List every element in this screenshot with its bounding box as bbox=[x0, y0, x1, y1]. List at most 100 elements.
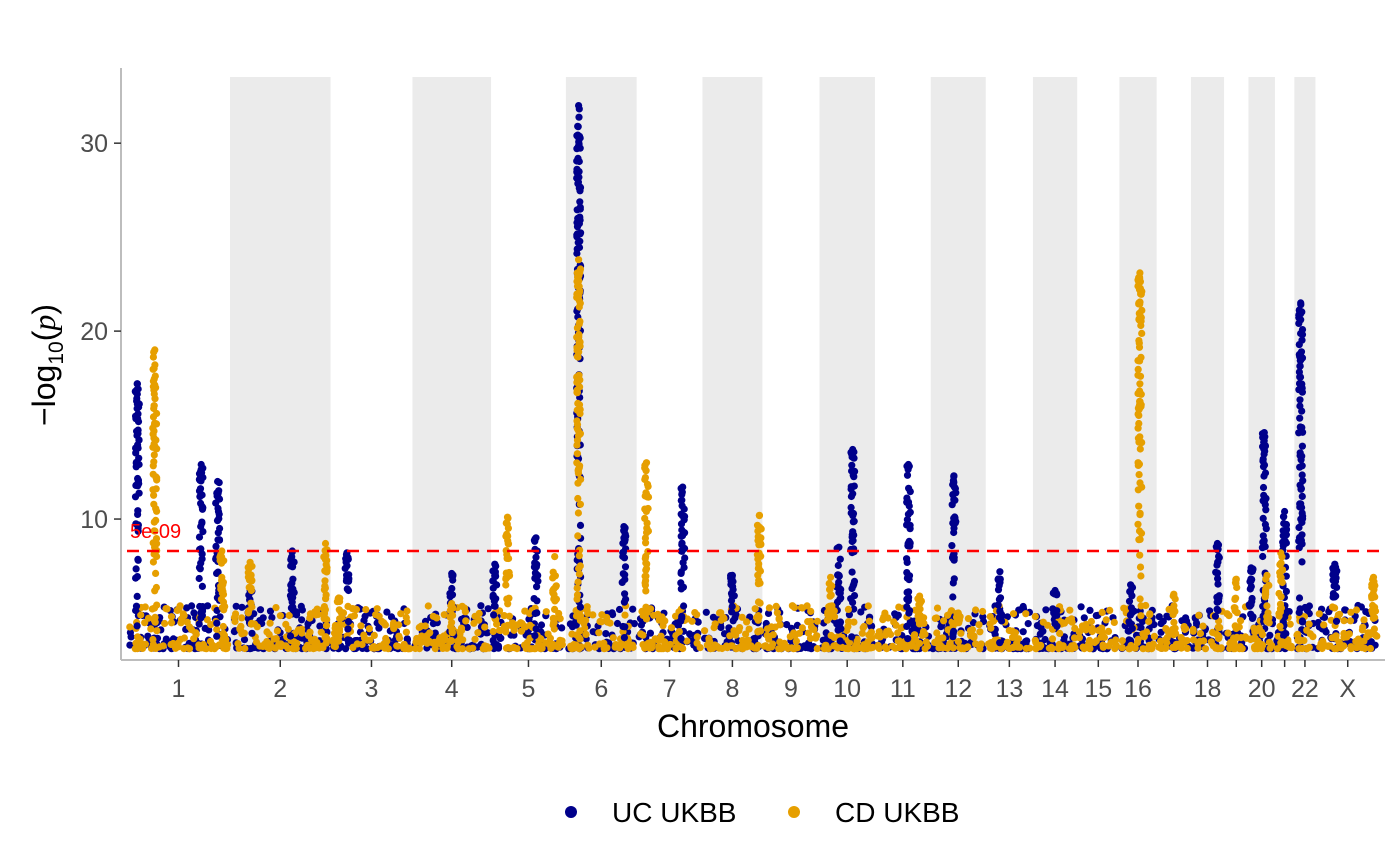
data-point-uc bbox=[621, 590, 629, 598]
data-point-uc bbox=[1296, 414, 1304, 422]
data-point-uc bbox=[531, 569, 540, 577]
data-point-uc bbox=[1125, 627, 1133, 635]
data-point-cd bbox=[1134, 371, 1142, 379]
data-point-uc bbox=[949, 554, 957, 562]
y-tick-label: 30 bbox=[80, 130, 108, 158]
data-point-uc bbox=[948, 542, 956, 550]
data-point-cd bbox=[1106, 606, 1114, 615]
data-point-uc bbox=[996, 568, 1004, 576]
data-point-cd bbox=[350, 612, 358, 620]
data-point-cd bbox=[804, 629, 813, 637]
data-point-uc bbox=[950, 483, 959, 491]
data-point-cd bbox=[272, 635, 280, 643]
data-point-uc bbox=[572, 621, 580, 629]
data-point-uc bbox=[1016, 606, 1024, 614]
data-point-cd bbox=[1168, 625, 1176, 634]
data-point-cd bbox=[1099, 641, 1107, 649]
data-point-cd bbox=[826, 609, 834, 617]
data-point-uc bbox=[558, 624, 566, 632]
data-point-cd bbox=[1056, 629, 1064, 638]
data-point-cd bbox=[1082, 626, 1090, 634]
data-point-cd bbox=[465, 645, 473, 653]
data-point-uc bbox=[198, 582, 206, 591]
data-point-uc bbox=[345, 577, 353, 585]
data-point-cd bbox=[641, 581, 650, 589]
data-point-cd bbox=[424, 602, 432, 610]
data-point-uc bbox=[213, 489, 221, 497]
data-point-cd bbox=[915, 620, 924, 628]
data-point-cd bbox=[266, 619, 274, 627]
data-point-cd bbox=[1088, 624, 1096, 633]
data-point-cd bbox=[711, 620, 719, 628]
data-point-uc bbox=[622, 595, 630, 603]
data-point-uc bbox=[1260, 461, 1269, 469]
data-point-uc bbox=[620, 523, 628, 531]
data-point-cd bbox=[757, 525, 765, 533]
data-point-cd bbox=[199, 640, 208, 649]
data-point-cd bbox=[152, 485, 160, 493]
data-point-uc bbox=[1261, 497, 1269, 505]
data-point-cd bbox=[1026, 644, 1034, 652]
data-point-uc bbox=[575, 113, 583, 121]
data-point-cd bbox=[944, 611, 952, 619]
data-point-cd bbox=[827, 591, 835, 599]
data-point-cd bbox=[471, 635, 479, 643]
x-tick-label-9: 9 bbox=[784, 675, 798, 703]
data-point-cd bbox=[152, 436, 160, 444]
data-point-uc bbox=[576, 521, 585, 530]
data-point-cd bbox=[357, 622, 365, 630]
data-point-cd bbox=[763, 625, 772, 633]
data-point-cd bbox=[891, 644, 899, 652]
data-point-cd bbox=[573, 333, 581, 341]
data-point-cd bbox=[1092, 637, 1100, 645]
data-point-cd bbox=[1230, 636, 1238, 644]
data-point-cd bbox=[1134, 410, 1142, 418]
legend-marker-cd bbox=[788, 806, 800, 818]
data-point-uc bbox=[344, 586, 353, 595]
data-point-cd bbox=[1055, 645, 1063, 653]
data-point-uc bbox=[847, 503, 855, 512]
data-point-cd bbox=[795, 629, 804, 637]
data-point-uc bbox=[1261, 447, 1269, 455]
data-point-cd bbox=[1189, 625, 1197, 634]
data-point-uc bbox=[1021, 638, 1030, 646]
data-point-uc bbox=[677, 532, 685, 540]
data-point-uc bbox=[198, 518, 206, 526]
data-point-uc bbox=[1259, 514, 1267, 523]
data-point-uc bbox=[133, 380, 141, 388]
data-point-uc bbox=[1298, 452, 1306, 460]
data-point-cd bbox=[504, 532, 512, 540]
data-point-cd bbox=[644, 504, 652, 513]
data-point-uc bbox=[342, 645, 350, 653]
data-point-uc bbox=[1295, 594, 1304, 602]
data-point-uc bbox=[298, 606, 306, 614]
data-point-cd bbox=[321, 539, 330, 548]
data-point-cd bbox=[321, 555, 329, 564]
data-point-uc bbox=[248, 629, 256, 637]
x-tick-label-X: X bbox=[1339, 675, 1356, 703]
data-point-cd bbox=[576, 299, 584, 307]
data-point-cd bbox=[576, 627, 584, 635]
data-point-cd bbox=[576, 430, 585, 438]
data-point-uc bbox=[1247, 601, 1255, 609]
x-tick-label-6: 6 bbox=[594, 675, 608, 703]
data-point-uc bbox=[1259, 532, 1267, 540]
data-point-uc bbox=[1266, 631, 1274, 639]
data-point-cd bbox=[440, 611, 448, 619]
data-point-uc bbox=[288, 579, 296, 587]
data-point-uc bbox=[850, 517, 858, 525]
data-point-cd bbox=[827, 631, 835, 640]
data-point-cd bbox=[1138, 306, 1146, 314]
data-point-uc bbox=[1298, 423, 1306, 432]
data-point-cd bbox=[1172, 640, 1180, 648]
data-point-uc bbox=[198, 505, 207, 513]
data-point-uc bbox=[1296, 357, 1304, 365]
data-point-cd bbox=[1136, 479, 1144, 487]
data-point-uc bbox=[728, 571, 737, 580]
data-point-uc bbox=[576, 603, 585, 611]
data-point-uc bbox=[680, 602, 688, 610]
data-point-uc bbox=[316, 622, 324, 630]
data-point-cd bbox=[284, 644, 292, 653]
data-point-cd bbox=[1087, 617, 1095, 626]
data-point-uc bbox=[489, 591, 497, 599]
